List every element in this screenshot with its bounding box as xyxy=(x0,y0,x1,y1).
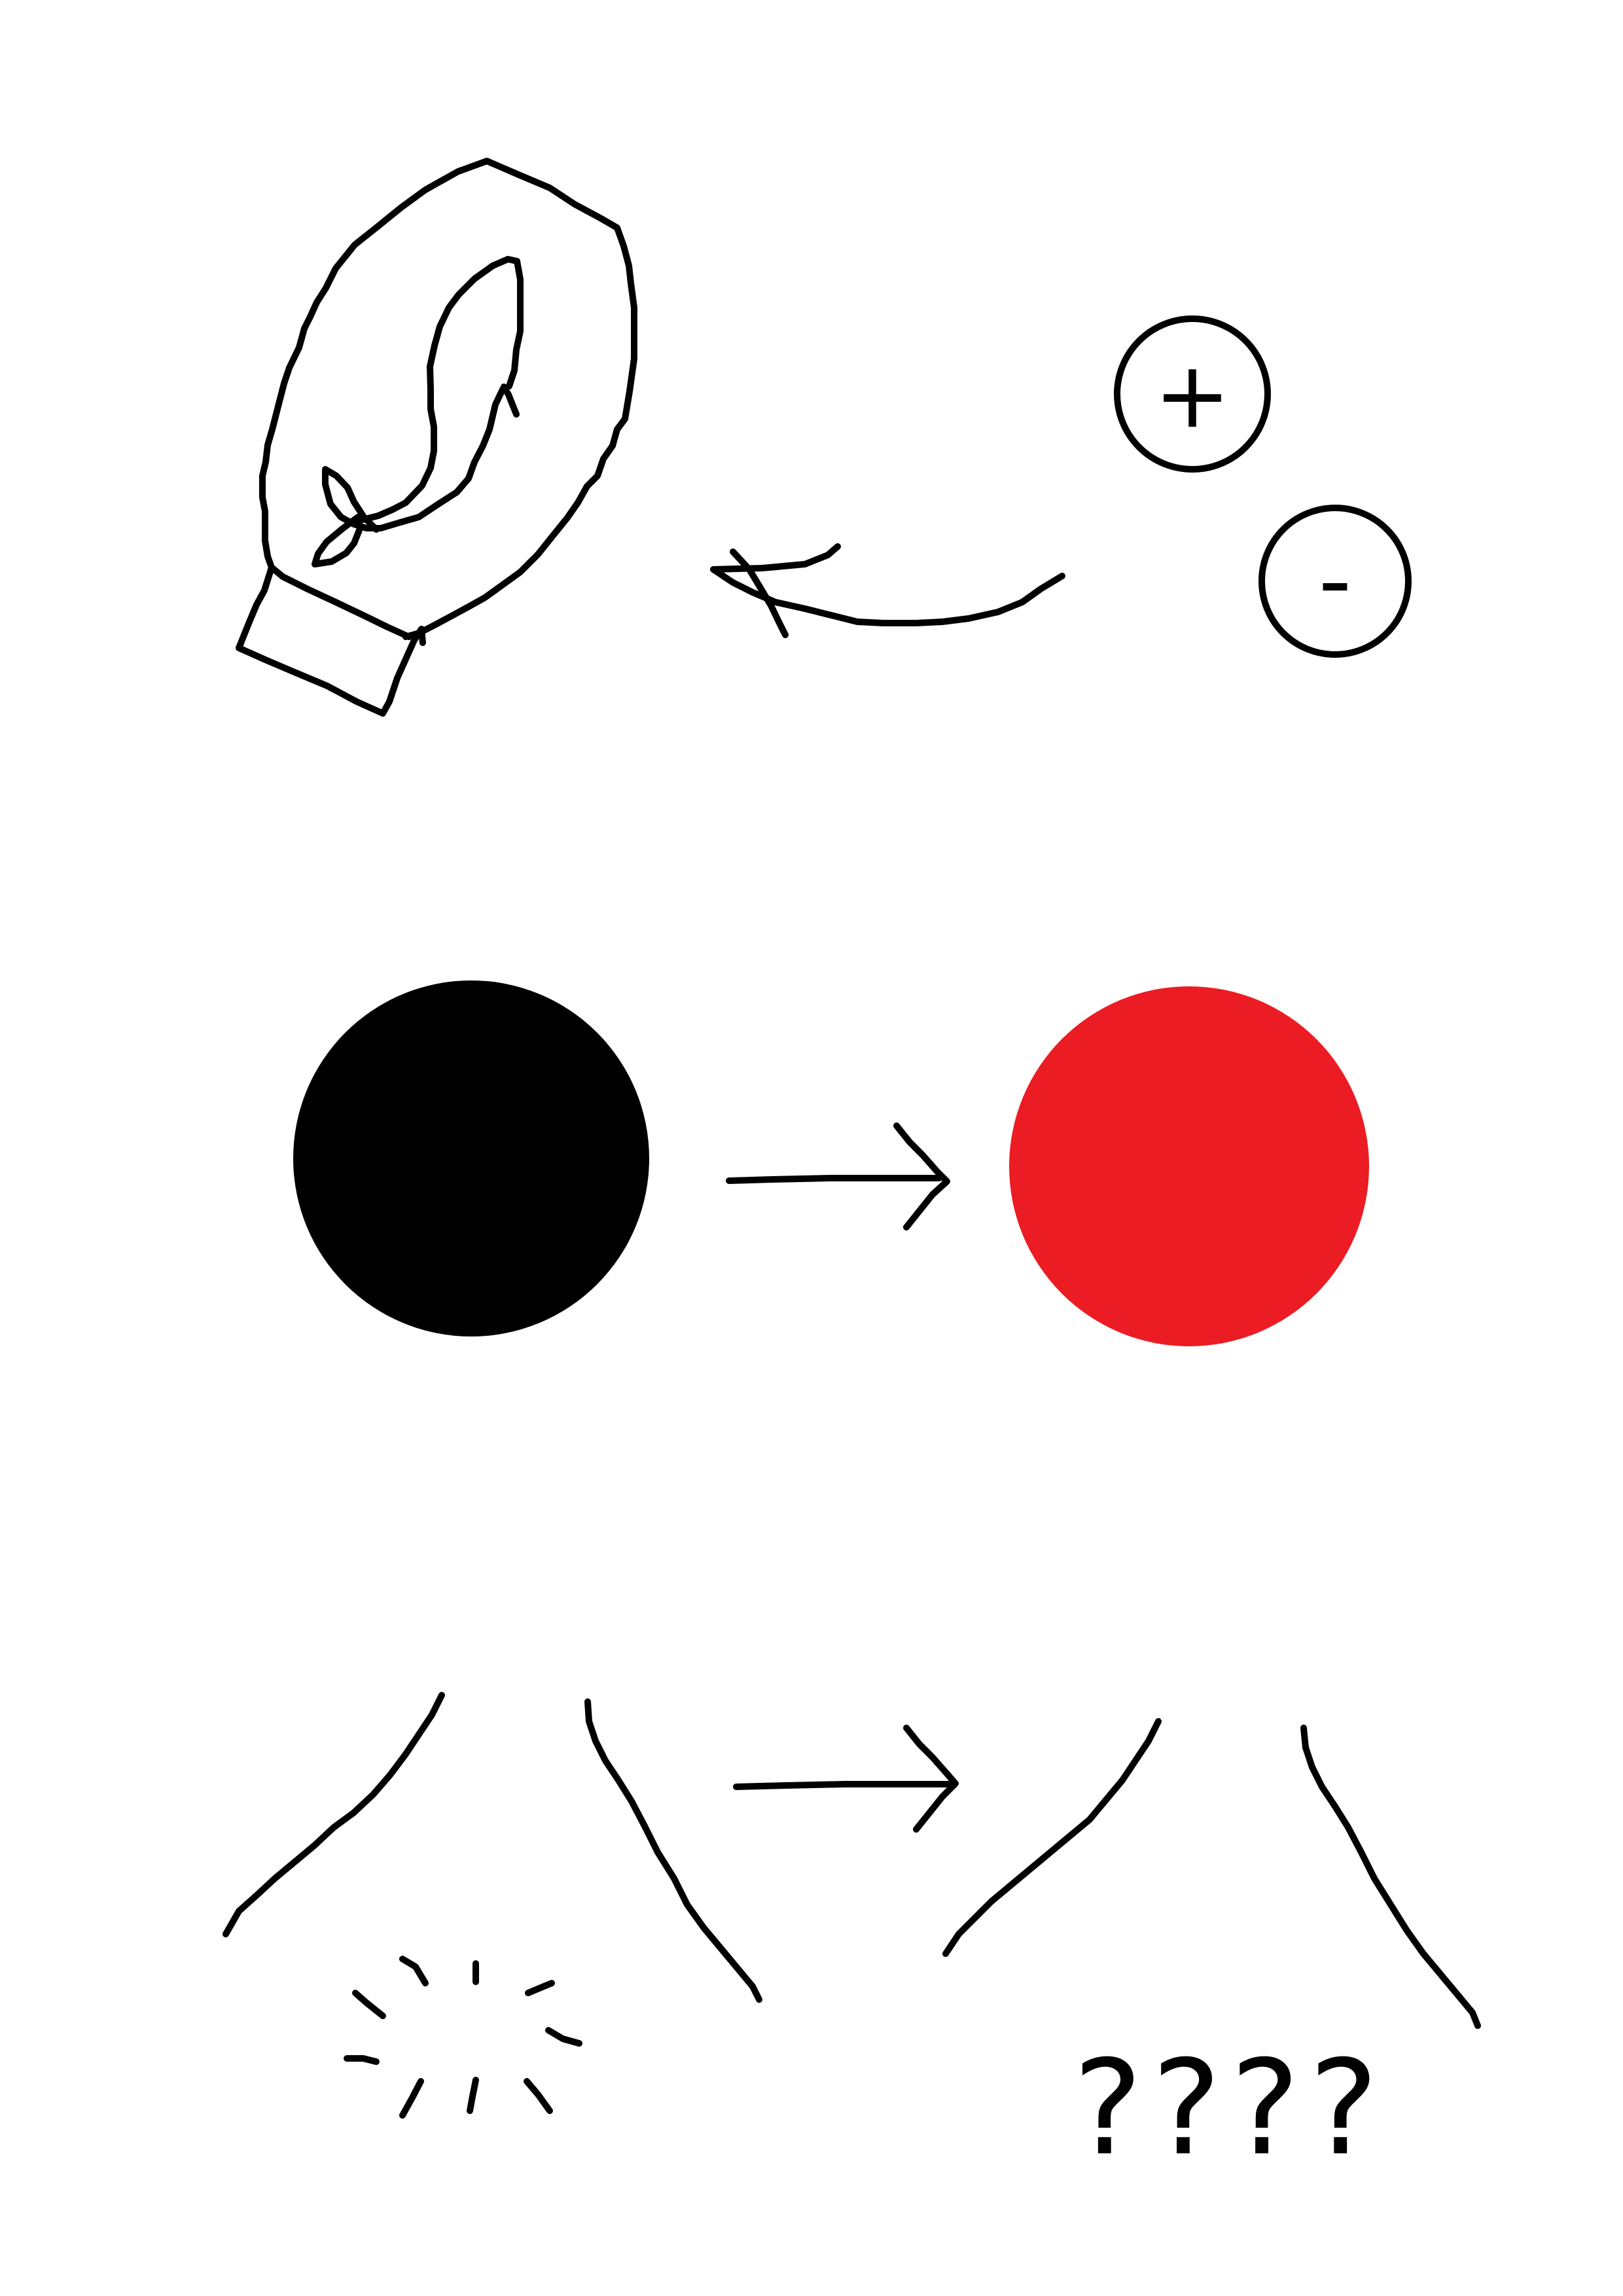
positive-charge-icon: + xyxy=(1114,315,1271,473)
mitten-icon xyxy=(236,158,637,717)
mitten-outline xyxy=(259,158,637,640)
left-mountain-left-side xyxy=(223,1692,445,1937)
sparkle-burst-icon xyxy=(344,1956,582,2119)
black-circle xyxy=(293,980,649,1336)
positive-charge-label: + xyxy=(1154,342,1230,449)
mitten-thumb-seam xyxy=(357,256,524,524)
section-1-charges: + - xyxy=(236,158,1412,717)
red-circle xyxy=(1009,986,1369,1346)
right-mountain-right-side xyxy=(1300,1725,1481,2029)
section-2-color-change xyxy=(293,980,1369,1346)
right-mountain-left-side xyxy=(942,1718,1162,1957)
attraction-arrow-head xyxy=(730,548,789,638)
negative-charge-icon: - xyxy=(1258,505,1412,658)
color-change-arrow xyxy=(726,1122,950,1230)
question-marks-label: ???? xyxy=(1073,2032,1388,2185)
left-mountain-right-side xyxy=(584,1698,762,2003)
negative-charge-label: - xyxy=(1319,528,1352,634)
section-3-comparison: ???? xyxy=(223,1692,1481,2185)
mitten-cuff xyxy=(236,564,426,717)
comparison-arrow xyxy=(733,1725,959,1833)
mitten-thumb-curve xyxy=(322,384,520,533)
mitten-leaf xyxy=(312,514,363,567)
attraction-arrow xyxy=(710,543,1065,626)
